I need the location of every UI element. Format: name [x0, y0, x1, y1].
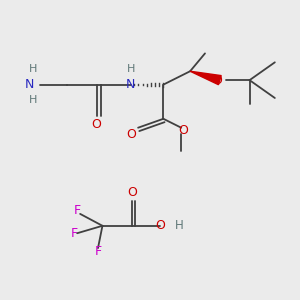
- Text: N: N: [25, 78, 34, 91]
- Text: H: H: [28, 64, 37, 74]
- Text: O: O: [155, 219, 165, 232]
- Text: O: O: [212, 74, 222, 87]
- Text: O: O: [127, 186, 137, 199]
- Polygon shape: [190, 71, 221, 85]
- Text: H: H: [28, 95, 37, 105]
- Text: N: N: [126, 78, 135, 91]
- Text: F: F: [94, 244, 101, 258]
- Text: F: F: [74, 204, 81, 218]
- Text: O: O: [178, 124, 188, 137]
- Text: H: H: [127, 64, 135, 74]
- Text: O: O: [127, 128, 136, 141]
- Text: O: O: [92, 118, 101, 130]
- Text: H: H: [175, 219, 184, 232]
- Text: F: F: [70, 227, 78, 240]
